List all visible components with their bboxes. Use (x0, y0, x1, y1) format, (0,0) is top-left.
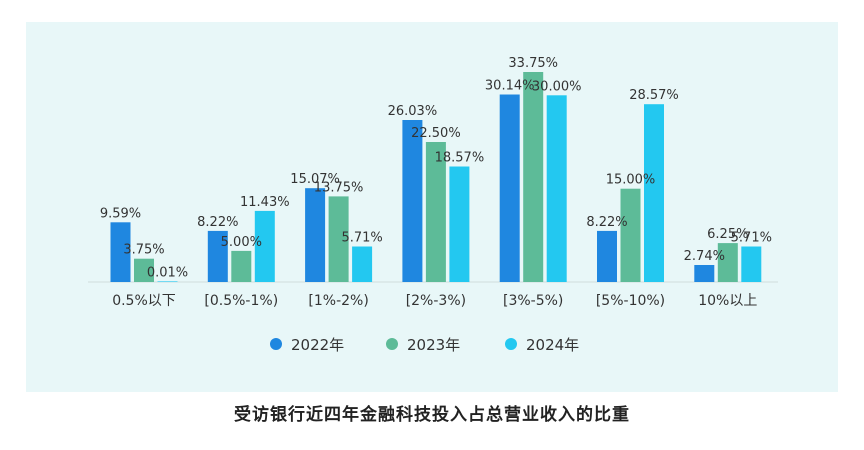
x-tick-label: [2%-3%) (406, 293, 466, 309)
bar-chart: 9.59% 3.75% 0.01% 8.22% 5.00% 11.43%15.07%13.… (88, 56, 778, 354)
legend-swatch (270, 338, 282, 350)
bar-2022年-5 (597, 230, 617, 282)
bar-2024年-4 (546, 95, 567, 282)
data-label: 8.22% (197, 215, 238, 230)
data-label: 18.57% (435, 151, 485, 166)
data-labels-group: 9.59% 3.75% 0.01% 8.22% 5.00% 11.43%15.07%13.… (100, 56, 772, 280)
data-label: 6.25% (707, 227, 748, 242)
x-tick-label: [0.5%-1%) (204, 293, 278, 309)
bar-2024年-3 (449, 166, 470, 282)
legend-label: 2022年 (291, 336, 344, 354)
bar-2022年-0 (110, 222, 131, 282)
bar-2022年-1 (207, 230, 228, 282)
data-label: 30.14% (485, 79, 535, 94)
bar-2023年-1 (231, 250, 252, 282)
data-label: 3.75% (123, 243, 164, 258)
data-label: 13.75% (314, 180, 364, 195)
chart-title: 受访银行近四年金融科技投入占总营业收入的比重 (234, 405, 630, 425)
bar-2022年-4 (499, 94, 520, 282)
data-label: 22.50% (411, 126, 461, 141)
bar-2024年-2 (352, 246, 373, 282)
legend-swatch (505, 338, 517, 350)
bar-2024年-1 (254, 210, 275, 282)
data-label: 11.43% (240, 195, 290, 210)
data-label: 8.22% (586, 215, 627, 230)
data-label: 9.59% (100, 206, 141, 221)
data-label: 0.01% (147, 265, 188, 280)
bar-2023年-0 (134, 258, 154, 282)
x-tick-labels-group: 0.5%以下 [0.5%-1%) [1%-2%) [2%-3%) [3%-5%) [5%-… (112, 293, 757, 309)
data-label: 5.71% (731, 231, 772, 246)
legend-label: 2023年 (407, 336, 460, 354)
bar-2023年-2 (328, 196, 349, 282)
bar-2023年-6 (717, 243, 738, 282)
legend-label: 2024年 (526, 336, 579, 354)
x-tick-label: 10%以上 (698, 293, 757, 309)
data-label: 26.03% (388, 104, 438, 119)
data-label: 33.75% (508, 56, 558, 71)
bar-2024年-5 (644, 104, 664, 282)
legend-swatch (386, 338, 398, 350)
x-tick-label: [5%-10%) (596, 293, 665, 309)
data-label: 15.07% (290, 172, 340, 187)
data-label: 5.71% (341, 231, 382, 246)
bar-2024年-6 (741, 246, 762, 282)
data-label: 15.00% (606, 173, 656, 188)
x-tick-label: [1%-2%) (308, 293, 368, 309)
bar-2024年-0 (157, 281, 178, 282)
data-label: 28.57% (629, 88, 679, 103)
bar-2023年-3 (425, 142, 446, 282)
data-label: 2.74% (684, 249, 725, 264)
x-tick-label: 0.5%以下 (112, 293, 176, 309)
x-tick-label: [3%-5%) (503, 293, 563, 309)
data-label: 30.00% (532, 79, 582, 94)
legend: 2022年 2023年 2024年 (270, 336, 579, 354)
bar-2023年-4 (523, 72, 544, 282)
bar-2022年-3 (402, 120, 423, 282)
bars-group (110, 72, 762, 282)
bar-2023年-5 (620, 188, 641, 282)
data-label: 5.00% (221, 235, 262, 250)
bar-2022年-2 (305, 188, 326, 282)
bar-2022年-6 (694, 265, 715, 282)
